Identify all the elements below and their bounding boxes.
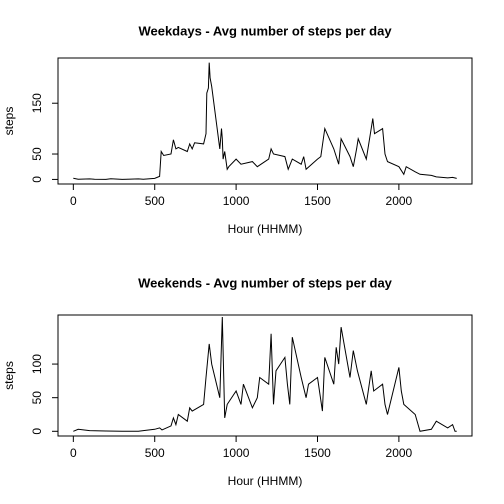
chart-title: Weekends - Avg number of steps per day — [138, 275, 393, 290]
x-tick-label: 0 — [70, 446, 77, 460]
x-axis-label: Hour (HHMM) — [228, 474, 303, 488]
y-tick-label: 50 — [30, 147, 44, 161]
x-tick-label: 500 — [145, 194, 165, 208]
plot-box — [57, 57, 473, 185]
x-tick-label: 0 — [70, 194, 77, 208]
x-tick-label: 500 — [145, 446, 165, 460]
y-tick-label: 0 — [30, 428, 44, 435]
x-tick-label: 1000 — [223, 446, 250, 460]
x-tick-label: 1500 — [304, 194, 331, 208]
data-line — [73, 62, 457, 180]
y-tick-label: 100 — [30, 354, 44, 374]
y-axis-label: steps — [2, 107, 16, 136]
y-axis-label: steps — [2, 361, 16, 390]
chart-title: Weekdays - Avg number of steps per day — [138, 23, 392, 38]
y-tick-label: 50 — [30, 391, 44, 405]
y-tick-label: 150 — [30, 93, 44, 113]
y-tick-label: 0 — [30, 176, 44, 183]
x-tick-label: 1500 — [304, 446, 331, 460]
plot-box — [57, 314, 473, 437]
x-tick-label: 2000 — [386, 446, 413, 460]
x-axis-label: Hour (HHMM) — [228, 222, 303, 236]
x-tick-label: 1000 — [223, 194, 250, 208]
data-line — [73, 316, 457, 432]
x-tick-label: 2000 — [386, 194, 413, 208]
